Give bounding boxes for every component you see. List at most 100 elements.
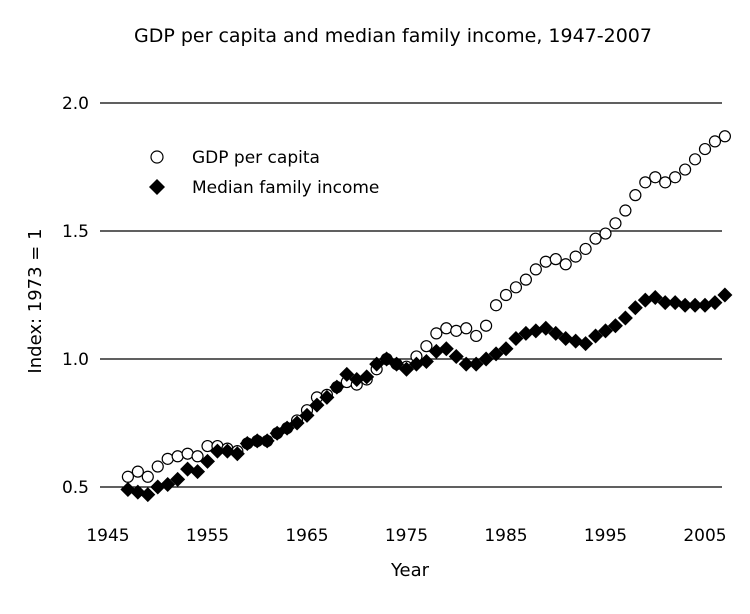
legend-marker-filled-diamond-icon — [149, 179, 165, 195]
gridlines — [100, 102, 722, 488]
data-point-gdp — [529, 263, 542, 276]
data-point-income — [548, 325, 564, 341]
data-point-gdp — [569, 250, 582, 263]
x-axis-label: Year — [390, 560, 430, 581]
data-point-gdp — [121, 470, 135, 483]
y-tick-labels: 0.5 1.0 1.5 2.0 — [62, 94, 89, 498]
data-point-income — [468, 356, 484, 372]
data-point-income — [677, 297, 693, 313]
data-point-gdp — [171, 450, 184, 463]
data-point-income — [269, 425, 285, 441]
legend-marker-open-circle-icon — [150, 150, 164, 164]
data-point-gdp — [549, 253, 562, 266]
legend-label-income: Median family income — [192, 178, 379, 198]
data-point-gdp — [539, 255, 552, 268]
data-point-gdp — [480, 319, 493, 332]
data-point-income — [717, 287, 733, 303]
data-point-income — [498, 341, 514, 357]
series-median-family-income — [120, 287, 733, 503]
x-tick-label: 1975 — [385, 526, 428, 546]
data-point-income — [657, 295, 673, 311]
data-point-gdp — [151, 460, 164, 473]
data-point-gdp — [161, 452, 174, 465]
data-point-income — [687, 297, 703, 313]
data-point-gdp — [131, 465, 144, 478]
data-point-income — [399, 361, 414, 377]
data-point-gdp — [450, 324, 463, 337]
data-point-income — [538, 320, 554, 336]
x-tick-label: 1945 — [86, 526, 129, 546]
data-point-gdp — [579, 242, 592, 256]
data-point-gdp — [688, 153, 702, 166]
data-point-gdp — [141, 470, 154, 483]
data-series — [120, 130, 733, 503]
data-point-gdp — [489, 299, 503, 312]
data-point-gdp — [629, 189, 642, 202]
data-point-income — [607, 318, 623, 334]
data-point-gdp — [669, 171, 682, 184]
data-point-income — [289, 415, 305, 431]
data-point-income — [329, 379, 345, 395]
data-point-income — [170, 471, 186, 487]
data-point-income — [140, 487, 156, 503]
data-point-income — [259, 433, 275, 449]
data-point-income — [598, 323, 613, 339]
data-point-income — [209, 443, 225, 459]
data-point-gdp — [519, 273, 533, 286]
data-point-gdp — [499, 288, 513, 302]
y-tick-label: 2.0 — [62, 94, 89, 114]
data-point-gdp — [599, 227, 612, 240]
data-point-gdp — [509, 281, 523, 294]
data-point-gdp — [718, 130, 732, 143]
x-tick-label: 1965 — [285, 526, 328, 546]
data-point-income — [617, 310, 633, 326]
x-tick-label: 1955 — [186, 526, 229, 546]
chart-title: GDP per capita and median family income,… — [134, 25, 652, 47]
data-point-income — [249, 433, 265, 449]
data-point-gdp — [191, 450, 204, 463]
data-point-gdp — [698, 142, 712, 156]
data-point-gdp — [430, 327, 443, 340]
data-point-income — [379, 351, 395, 367]
legend: GDP per capita Median family income — [149, 148, 379, 198]
data-point-income — [418, 354, 434, 370]
data-point-income — [339, 366, 355, 382]
x-tick-label: 1995 — [584, 526, 627, 546]
data-point-gdp — [708, 135, 722, 148]
data-point-income — [309, 397, 325, 413]
y-tick-label: 0.5 — [62, 478, 89, 498]
data-point-income — [319, 389, 335, 405]
data-point-gdp — [659, 176, 672, 189]
data-point-income — [627, 300, 643, 316]
data-point-gdp — [639, 176, 652, 189]
x-tick-label: 1985 — [484, 526, 527, 546]
data-point-income — [190, 464, 206, 480]
y-axis-label: Index: 1973 = 1 — [25, 228, 46, 373]
data-point-income — [478, 351, 494, 367]
data-point-income — [299, 407, 315, 423]
data-point-gdp — [619, 204, 632, 217]
data-point-income — [488, 346, 504, 362]
data-point-income — [578, 336, 594, 352]
data-point-income — [508, 331, 524, 347]
data-point-gdp — [649, 171, 662, 184]
data-point-gdp — [181, 447, 194, 460]
data-point-gdp — [470, 329, 483, 343]
y-tick-label: 1.0 — [62, 350, 89, 370]
data-point-gdp — [678, 163, 692, 176]
series-gdp-per-capita — [121, 130, 732, 483]
data-point-income — [279, 420, 295, 436]
data-point-gdp — [589, 232, 602, 245]
data-point-income — [200, 453, 215, 469]
data-point-income — [438, 341, 454, 357]
data-point-gdp — [559, 258, 572, 271]
data-point-income — [359, 369, 375, 385]
y-tick-label: 1.5 — [62, 222, 89, 242]
x-tick-labels: 1945 1955 1965 1975 1985 1995 2005 — [86, 526, 726, 546]
data-point-income — [369, 356, 385, 372]
data-point-income — [707, 295, 723, 311]
data-point-income — [229, 446, 245, 462]
data-point-income — [448, 348, 464, 364]
